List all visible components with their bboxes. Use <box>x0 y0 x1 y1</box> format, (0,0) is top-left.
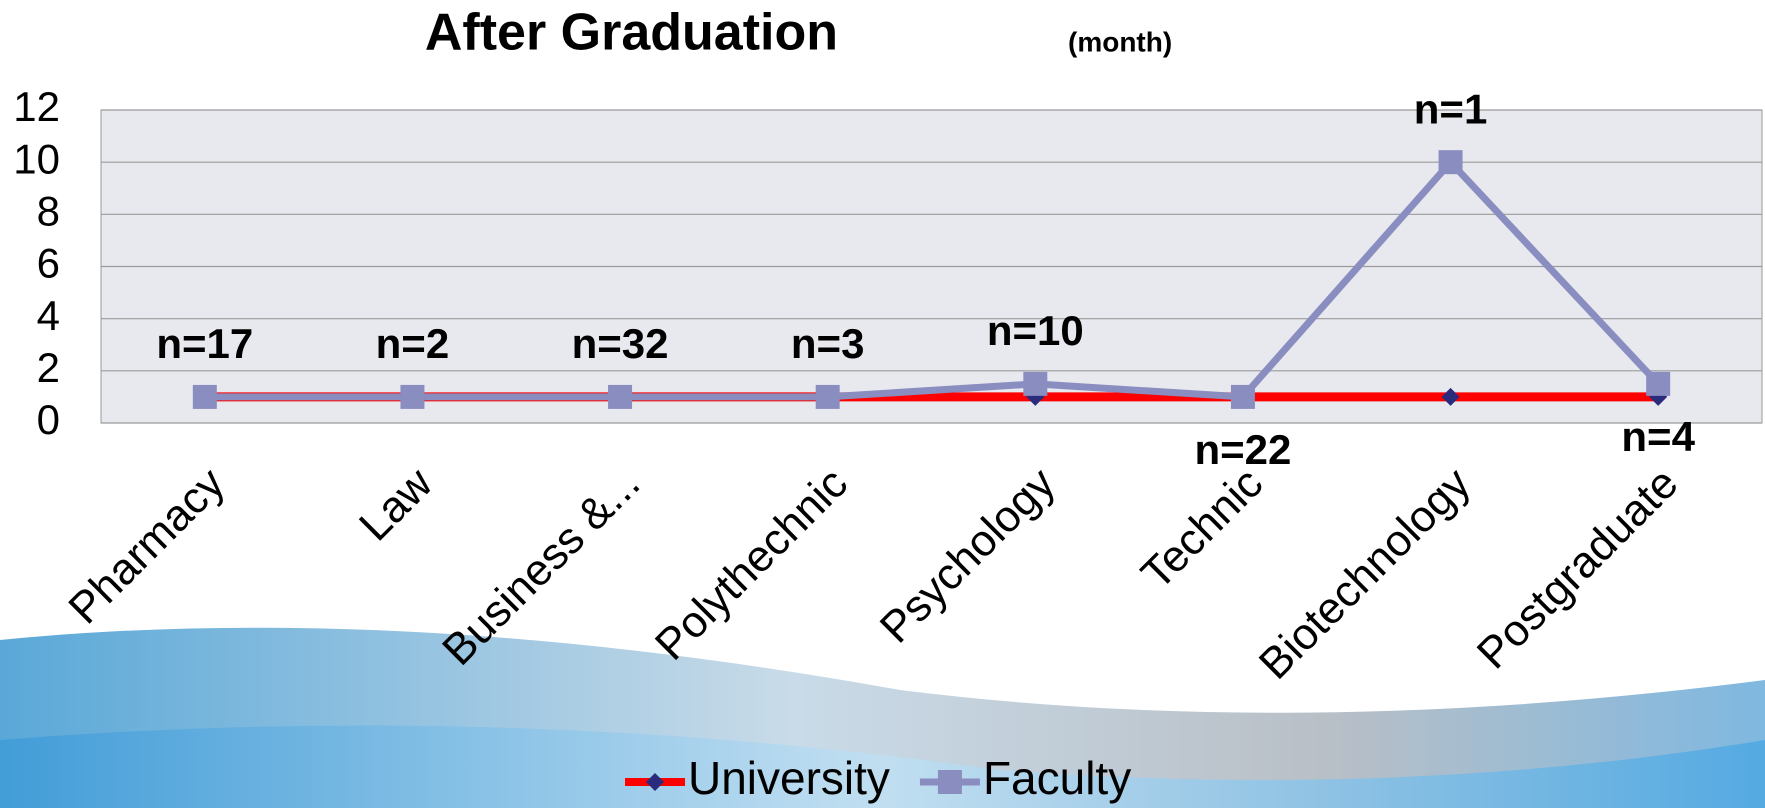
legend-marker <box>938 770 962 794</box>
y-tick-label: 0 <box>37 396 60 443</box>
x-tick-label: Biotechnology <box>1250 459 1480 689</box>
annotation: n=3 <box>791 320 865 367</box>
y-tick-label: 10 <box>13 135 60 182</box>
x-tick-label: Polythechnic <box>646 459 857 670</box>
chart-title: After Graduation <box>425 4 838 62</box>
marker <box>400 385 424 409</box>
annotation: n=2 <box>376 320 450 367</box>
chart-subtitle: (month) <box>1068 26 1172 57</box>
marker <box>608 385 632 409</box>
marker <box>1231 385 1255 409</box>
x-tick-label: Pharmacy <box>59 459 234 634</box>
x-tick-label: Law <box>350 458 442 550</box>
legend-label: Faculty <box>983 752 1131 804</box>
chart: After Graduation (month) 0 2 4 6 8 10 12 Pharma… <box>0 0 1765 808</box>
annotation: n=1 <box>1414 85 1488 132</box>
x-tick-label: Postgraduate <box>1468 459 1688 679</box>
y-tick-label: 4 <box>37 292 60 339</box>
x-tick-label: Technic <box>1132 459 1272 599</box>
annotation: n=17 <box>156 320 253 367</box>
marker <box>1023 372 1047 396</box>
y-tick-label: 12 <box>13 83 60 130</box>
x-tick-label: Psychology <box>871 459 1065 653</box>
annotation: n=4 <box>1621 413 1695 460</box>
y-tick-label: 6 <box>37 240 60 287</box>
marker <box>1439 150 1463 174</box>
marker <box>1646 372 1670 396</box>
marker <box>193 385 217 409</box>
y-tick-label: 2 <box>37 344 60 391</box>
annotation: n=32 <box>572 320 669 367</box>
legend-label: University <box>688 752 890 804</box>
y-tick-label: 8 <box>37 187 60 234</box>
annotation: n=10 <box>987 307 1084 354</box>
annotation: n=22 <box>1194 426 1291 473</box>
marker <box>816 385 840 409</box>
